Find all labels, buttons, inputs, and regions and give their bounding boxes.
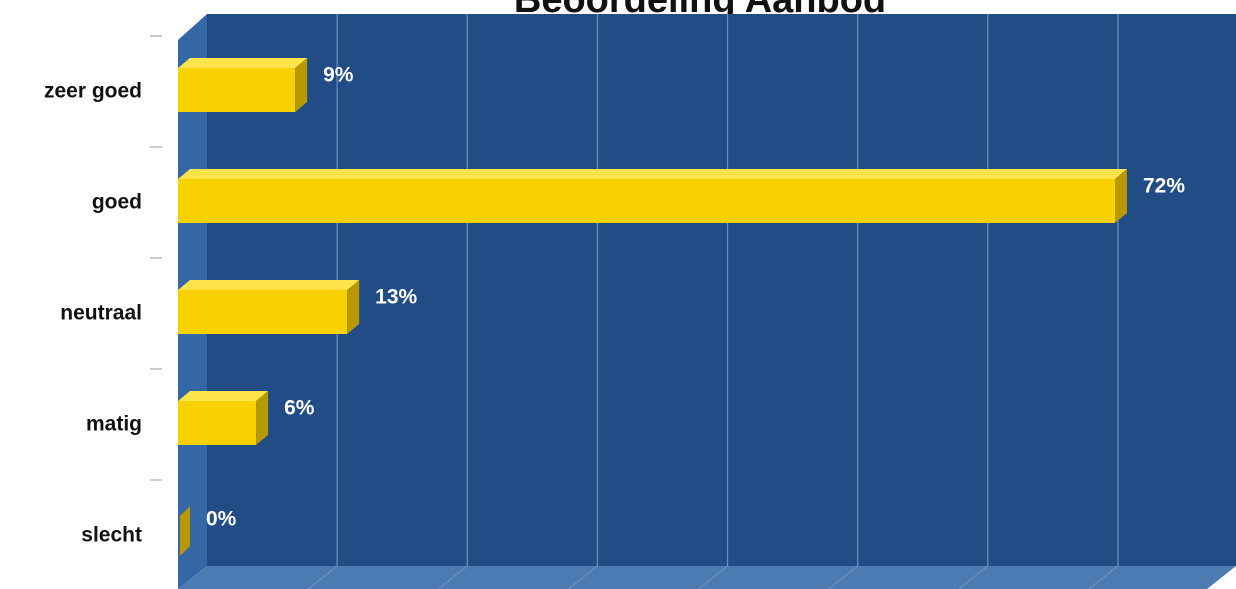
bar-side-face [1115, 169, 1127, 223]
value-label: 13% [375, 286, 417, 309]
bars: 9% 72% 13% 6% 0% [178, 58, 1185, 556]
bar-side-face [295, 58, 308, 112]
floor-gridline [437, 565, 468, 589]
floor-gridline [828, 565, 859, 589]
plot-area [178, 14, 1236, 589]
floor-gridline [307, 565, 338, 589]
category-label: matig [86, 413, 142, 436]
value-label: 0% [206, 508, 237, 531]
floor-gridline [1088, 565, 1119, 589]
bar [178, 290, 348, 334]
value-label: 72% [1143, 175, 1185, 198]
category-label: goed [92, 191, 142, 214]
bar-side-face [347, 280, 360, 334]
plot-floor [178, 566, 1236, 589]
bar-top-face [178, 391, 269, 401]
value-label: 9% [323, 64, 354, 87]
floor-gridline [958, 565, 989, 589]
bar-top-face [178, 169, 1127, 179]
category-label: zeer goed [44, 80, 142, 103]
bar [178, 68, 296, 112]
bar [178, 401, 257, 445]
bar [180, 506, 190, 556]
plot-back-wall [207, 14, 1236, 566]
value-label: 6% [284, 397, 315, 420]
category-label: slecht [81, 524, 142, 547]
bar-side-face [256, 391, 269, 445]
floor-gridline [698, 565, 728, 589]
bar-top-face [178, 58, 308, 68]
category-label: neutraal [60, 302, 142, 325]
bar-top-face [178, 280, 360, 290]
category-labels: zeer goed goed neutraal matig slecht [44, 35, 162, 547]
floor-gridline [568, 565, 598, 589]
bar [178, 179, 1115, 223]
